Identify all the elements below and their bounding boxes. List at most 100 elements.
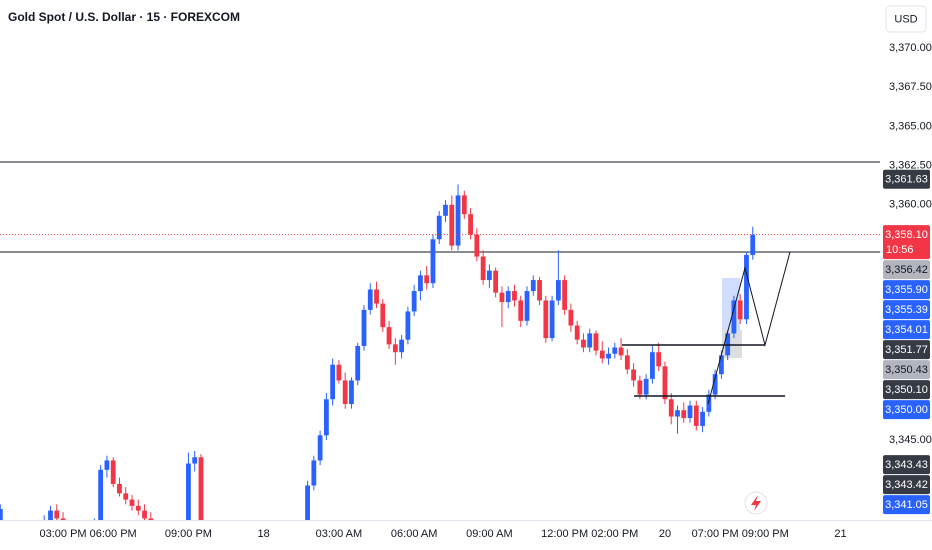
candle-body [342, 380, 348, 404]
price-label-box [883, 340, 930, 360]
candle-body [618, 347, 624, 356]
candle-body [461, 195, 467, 215]
candle-body [486, 270, 492, 281]
x-tick-label: 09:00 PM [742, 528, 789, 540]
projection-path [707, 251, 791, 405]
candle-body [0, 509, 3, 520]
currency-box[interactable] [885, 5, 927, 33]
candle-body [668, 399, 674, 417]
range-box [722, 330, 742, 358]
candle-body [612, 347, 618, 354]
candle-body [530, 280, 536, 292]
price-label-box [883, 455, 930, 475]
y-tick-label: 3,362.50 [889, 160, 932, 172]
price-label: 3,355.39 [885, 304, 928, 316]
candle-body [637, 380, 643, 395]
candle-body [499, 292, 505, 303]
candle-body [330, 364, 336, 400]
price-label: 3,350.00 [885, 404, 928, 416]
candle-body [606, 353, 611, 359]
x-tick-label: 09:00 AM [466, 528, 512, 540]
alert-icon[interactable] [744, 491, 768, 515]
price-label: 3,343.42 [885, 479, 928, 491]
candle-body [48, 510, 53, 520]
candle-body [624, 355, 630, 370]
price-label: 3,354.01 [885, 324, 928, 336]
candle-body [468, 214, 473, 235]
alert-bolt[interactable] [751, 495, 761, 511]
y-tick-label: 3,345.00 [889, 434, 932, 446]
candle-body [737, 300, 743, 320]
candle-body [349, 380, 354, 404]
currency-label[interactable]: USD [894, 13, 917, 25]
price-label-box [883, 225, 930, 260]
candle-body [656, 352, 662, 367]
range-box [722, 278, 740, 330]
plot-area [0, 161, 880, 520]
y-tick-label: 3,367.50 [889, 81, 932, 93]
candle-body [117, 483, 122, 494]
candle-body [305, 485, 310, 520]
candle-body [317, 435, 323, 461]
candle-body [392, 344, 398, 353]
candle-body [549, 300, 555, 339]
x-tick-label: 02:00 PM [591, 528, 638, 540]
price-label: 3,343.43 [885, 459, 928, 471]
price-label-box [883, 260, 930, 280]
x-tick-label: 12:00 PM [541, 528, 588, 540]
x-tick-label: 03:00 AM [316, 528, 362, 540]
candle-body [687, 405, 693, 419]
price-label-box [883, 169, 930, 189]
candle-body [430, 239, 436, 284]
y-tick-label: 3,370.00 [889, 42, 932, 54]
candle-body [643, 378, 649, 395]
candle-body [524, 291, 530, 321]
candle-body [543, 300, 549, 339]
candle-body [518, 300, 524, 321]
candle-body [581, 339, 586, 348]
candle-body [650, 352, 655, 379]
price-label: 3,358.10 [885, 229, 928, 241]
price-label-box [883, 320, 930, 340]
price-countdown: 10:56 [886, 244, 914, 256]
candle-body [336, 364, 342, 381]
candle-body [98, 469, 104, 520]
price-label: 3,355.90 [885, 284, 928, 296]
candle-body [449, 204, 455, 246]
candle-body [555, 280, 561, 301]
candle-body [574, 325, 580, 340]
price-label: 3,350.43 [885, 364, 928, 376]
candle-body [142, 510, 147, 519]
candle-body [744, 254, 749, 320]
candle-body [110, 460, 116, 484]
candle-body [148, 518, 154, 520]
candle-body [418, 275, 423, 292]
candle-body [474, 234, 480, 257]
x-tick-label: 07:00 PM [692, 528, 739, 540]
candle-body [361, 309, 367, 346]
price-label: 3,350.10 [885, 384, 928, 396]
x-tick-label: 20 [659, 528, 671, 540]
candle-body [512, 291, 517, 301]
chart-title: Gold Spot / U.S. Dollar · 15 · FOREXCOM [8, 10, 240, 24]
price-label: 3,361.63 [885, 174, 928, 186]
candle-body [693, 405, 699, 426]
candle-body [311, 460, 317, 486]
candle-body [718, 355, 724, 375]
candle-body [436, 215, 442, 240]
candle-body [712, 374, 718, 395]
x-tick-label: 21 [834, 528, 846, 540]
candle-body [681, 410, 687, 419]
candle-body [706, 394, 712, 412]
price-label-box [883, 495, 930, 515]
candle-body [380, 303, 386, 328]
candle-body [750, 234, 756, 255]
x-tick-label: 09:00 PM [165, 528, 212, 540]
price-label: 3,341.05 [885, 499, 928, 511]
candle-body [731, 300, 737, 334]
candle-body [631, 369, 637, 381]
candle-body [405, 311, 411, 340]
candle-body [355, 345, 361, 381]
